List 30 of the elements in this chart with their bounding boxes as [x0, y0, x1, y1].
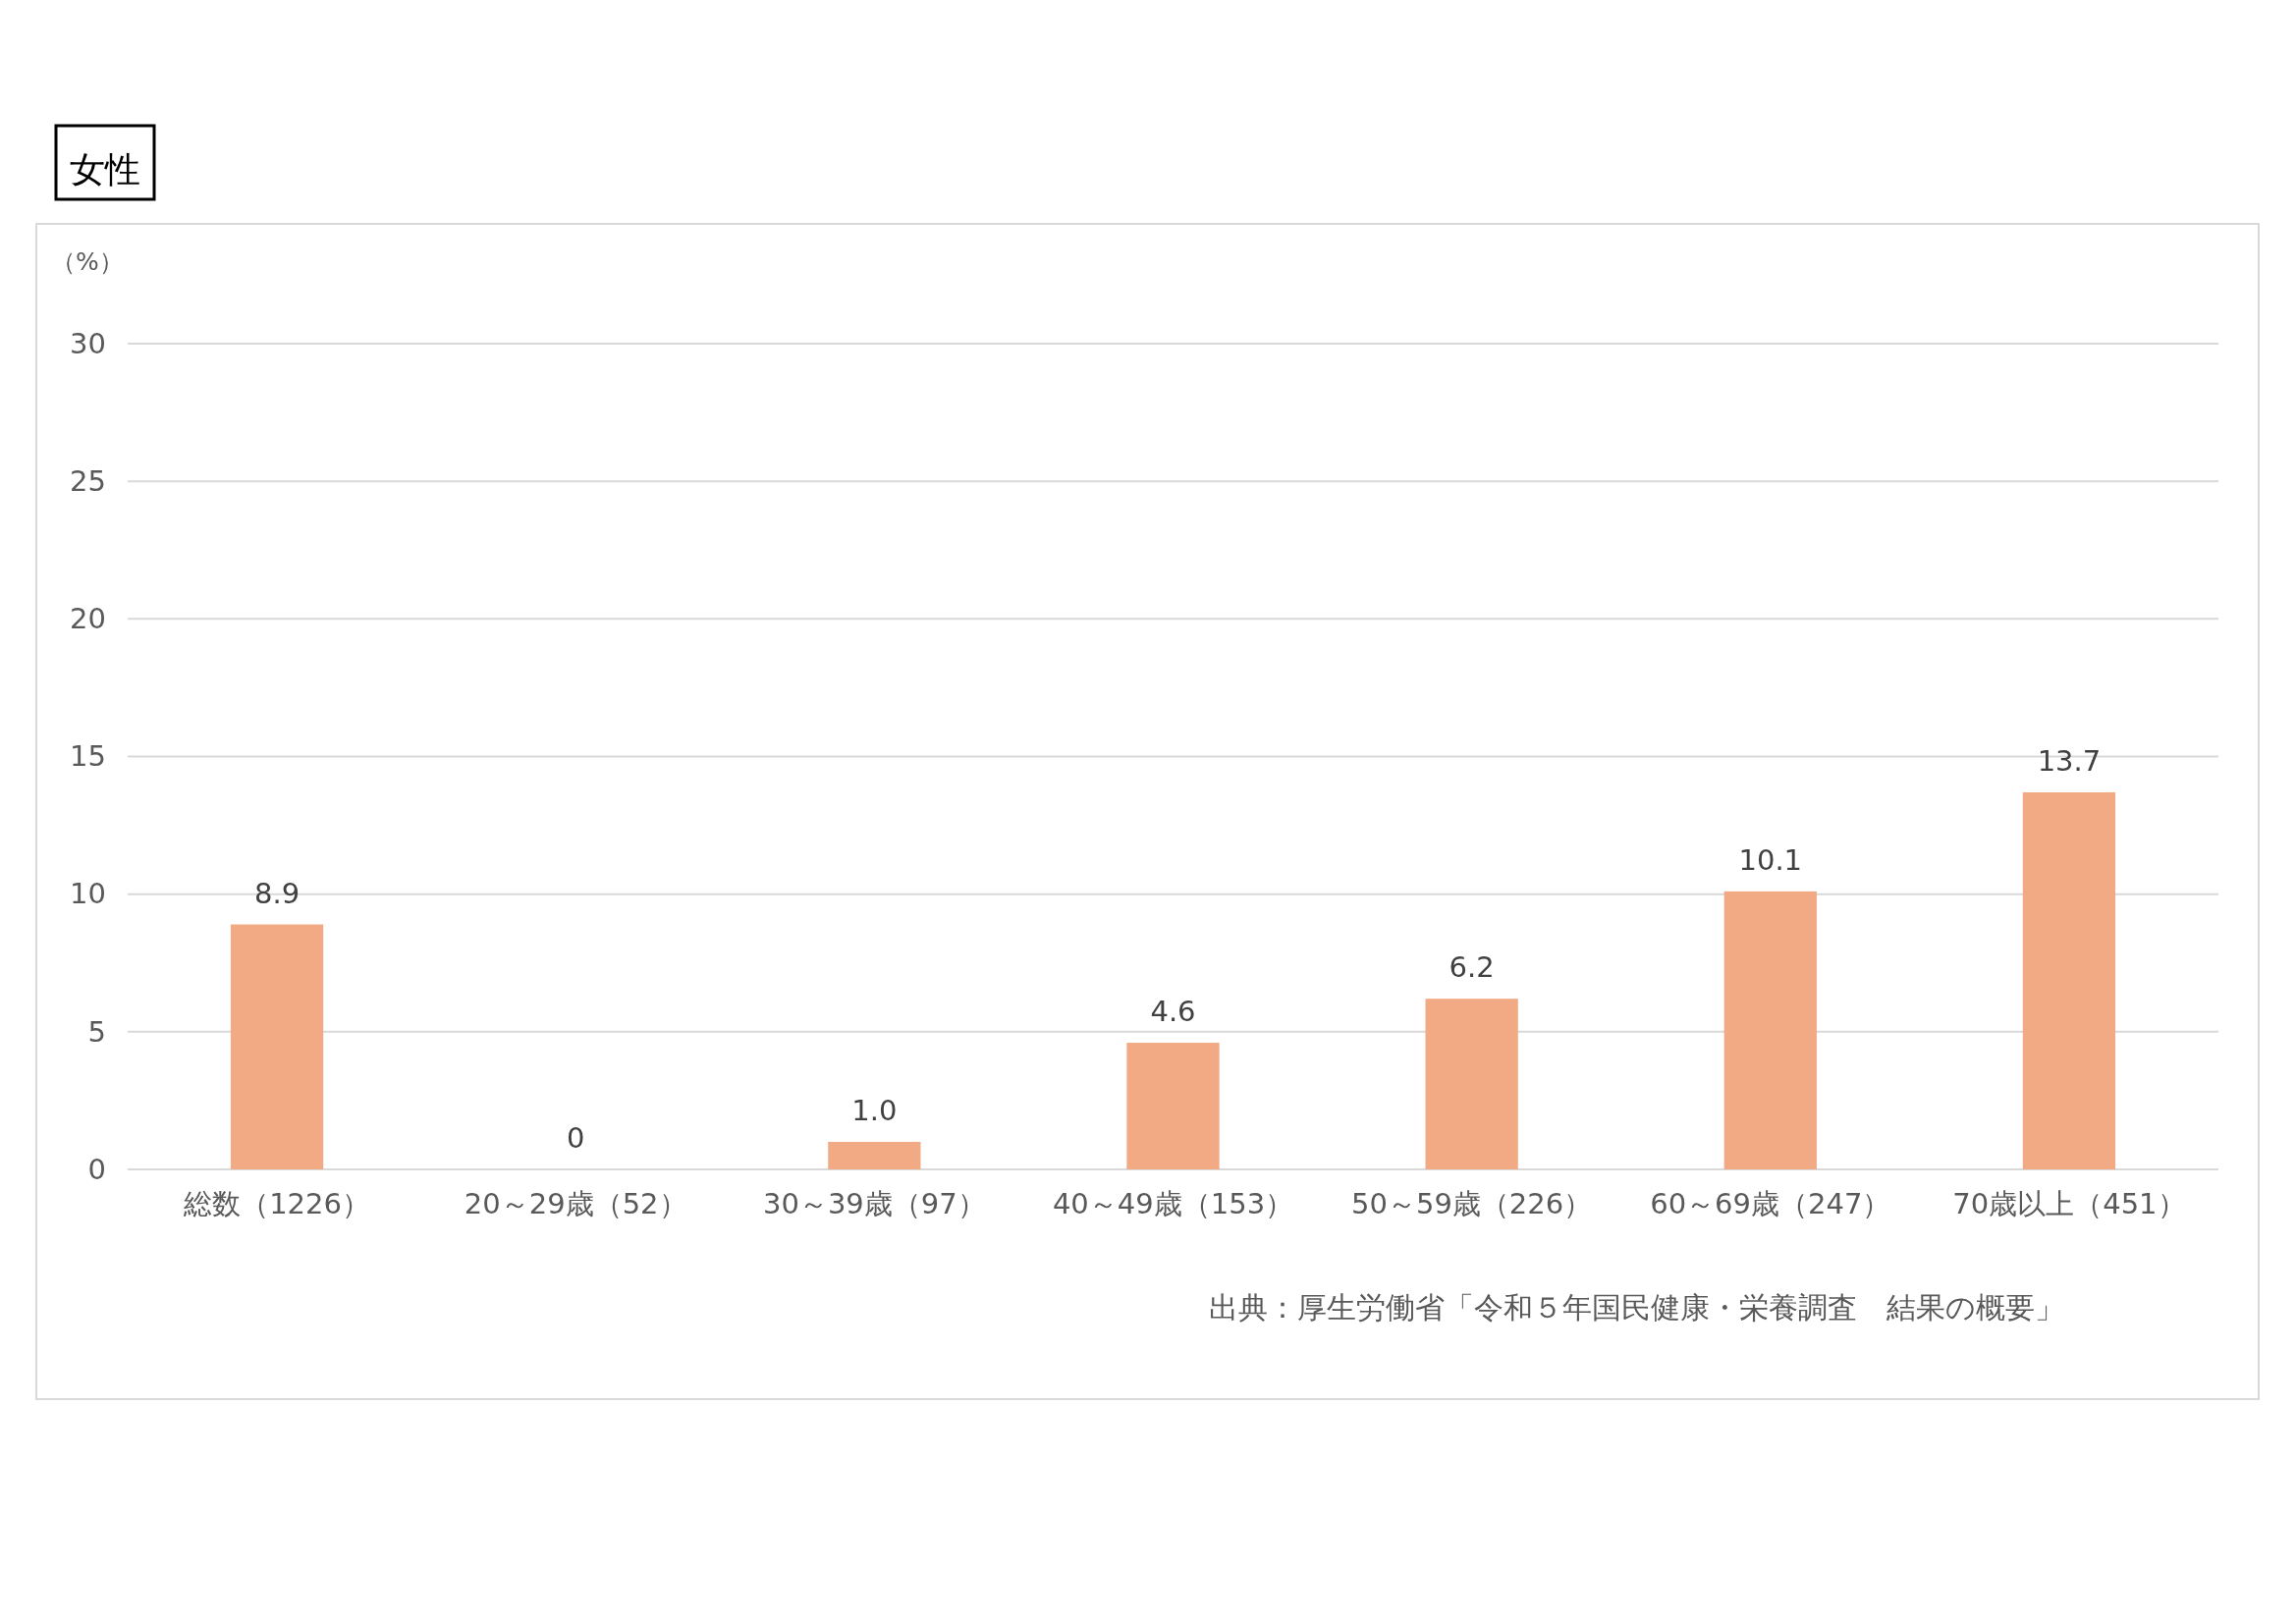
y-tick-label: 10	[70, 877, 106, 911]
bar	[2022, 791, 2116, 1169]
y-tick-label: 20	[70, 602, 106, 636]
data-label: 6.2	[1449, 950, 1495, 985]
x-tick-label: 30～39歳（97）	[763, 1186, 986, 1220]
x-tick-label: 20～29歳（52）	[464, 1186, 687, 1220]
data-label: 8.9	[254, 876, 301, 910]
chart-title: 女性	[70, 149, 140, 189]
data-label: 4.6	[1150, 995, 1196, 1029]
bar	[1425, 999, 1518, 1169]
data-label: 0	[566, 1121, 585, 1155]
data-label: 10.1	[1738, 842, 1803, 877]
x-tick-label: 40～49歳（153）	[1052, 1186, 1294, 1220]
y-axis-title: （%）	[51, 247, 124, 276]
bar	[230, 924, 324, 1169]
x-tick-label: 60～69歳（247）	[1650, 1186, 1891, 1220]
x-tick-label: 総数（1226）	[183, 1186, 370, 1220]
y-tick-label: 0	[87, 1152, 106, 1186]
x-tick-label: 70歳以上（451）	[1952, 1186, 2186, 1220]
y-tick-label: 25	[70, 463, 106, 498]
y-tick-label: 5	[87, 1014, 106, 1049]
x-tick-label: 50～59歳（226）	[1351, 1186, 1593, 1220]
bar	[828, 1141, 921, 1169]
y-tick-label: 30	[70, 326, 106, 360]
source-note: 出典：厚生労働省「令和５年国民健康・栄養調査 結果の概要」	[1209, 1290, 2064, 1325]
data-label: 13.7	[2037, 743, 2102, 778]
bar	[1126, 1043, 1220, 1169]
y-tick-label: 15	[70, 739, 106, 774]
bar	[1723, 891, 1817, 1169]
data-label: 1.0	[851, 1093, 898, 1127]
